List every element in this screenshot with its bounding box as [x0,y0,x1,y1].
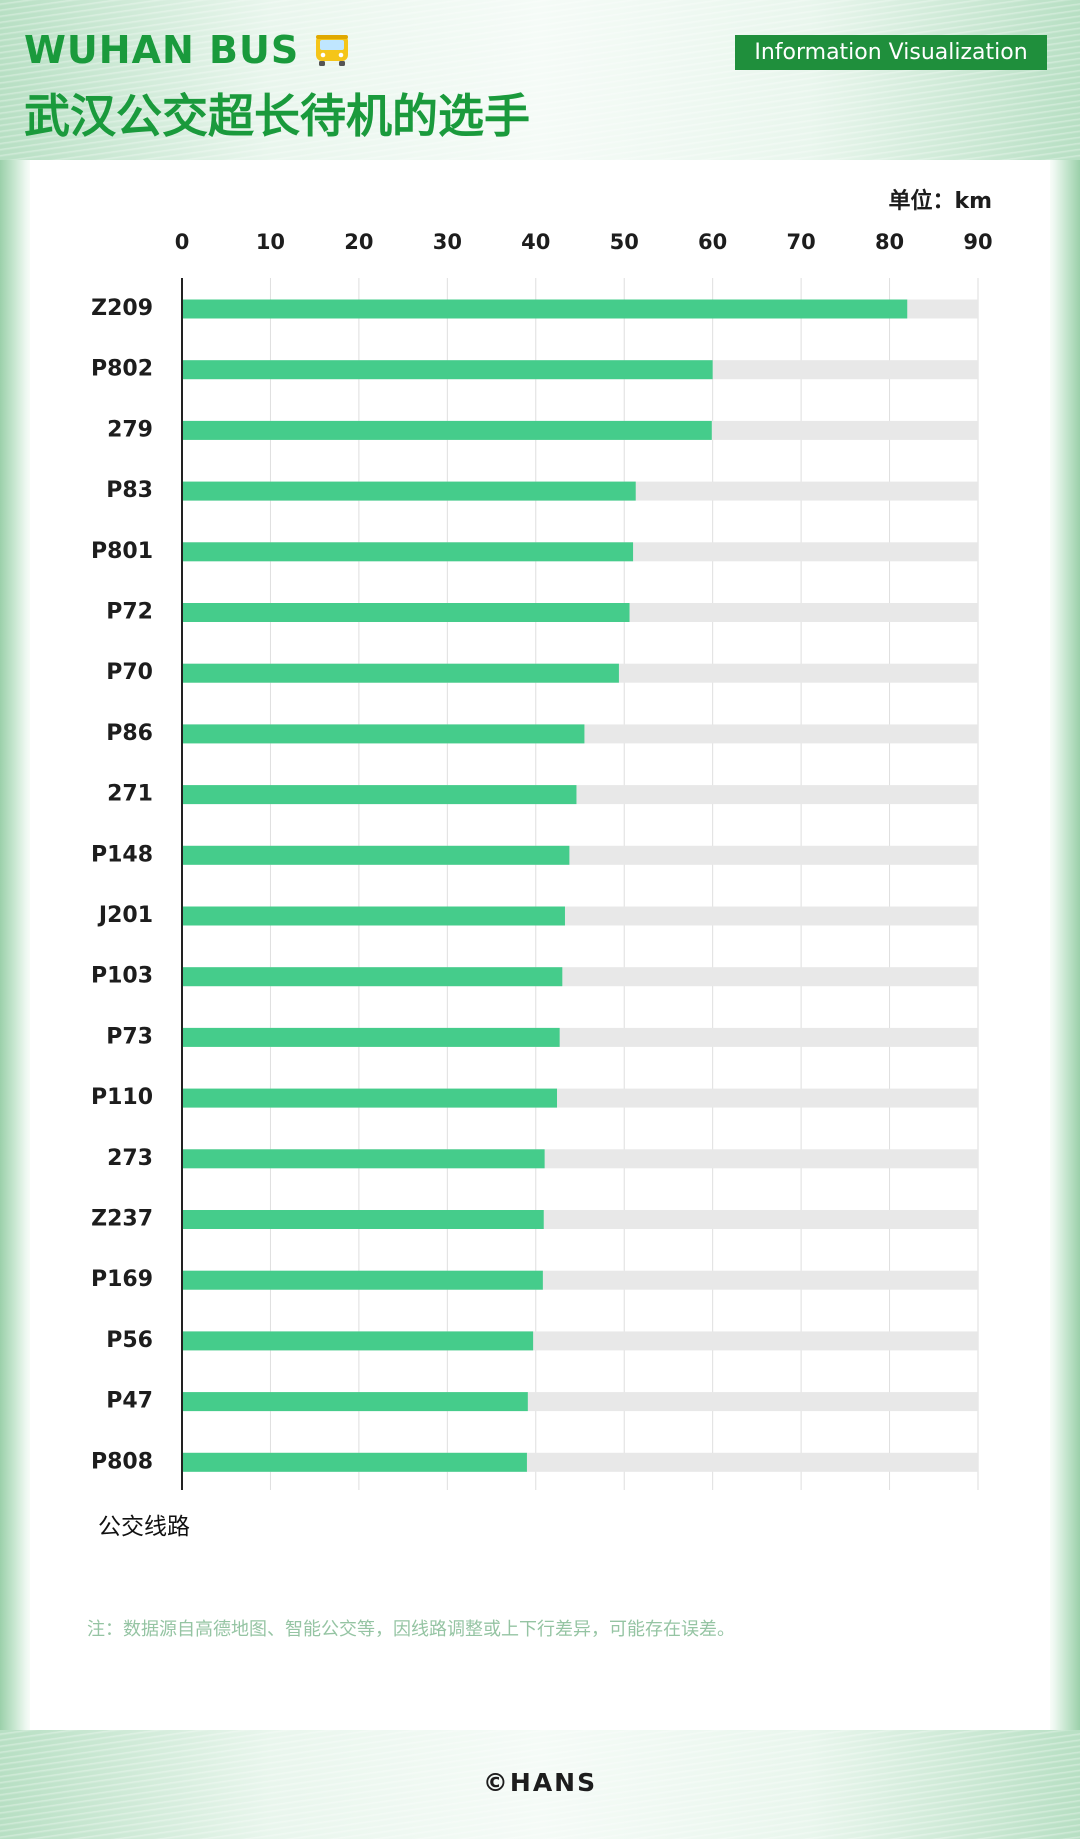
x-tick-label-80: 80 [875,230,904,254]
category-label-Z237: Z237 [91,1207,153,1232]
category-label-P808: P808 [91,1449,153,1474]
x-tick-label-20: 20 [344,230,373,254]
y-axis-label: 公交线路 [98,1514,190,1540]
category-label-P802: P802 [91,357,153,382]
category-label-271: 271 [107,782,153,807]
category-label-P103: P103 [91,964,153,989]
bar-P56 [182,1331,534,1351]
header-band [0,0,1080,160]
category-label-P86: P86 [106,721,153,746]
bar-P72 [182,603,630,622]
bar-P86 [182,724,585,744]
category-label-P110: P110 [91,1085,153,1110]
category-label-P73: P73 [106,1024,153,1049]
category-label-P47: P47 [106,1389,153,1414]
bar-P801 [182,542,634,562]
x-tick-label-30: 30 [433,230,462,254]
bar-273 [182,1149,545,1169]
category-label-J201: J201 [97,903,153,928]
brand-title: WUHAN BUS [24,28,351,72]
x-tick-label-0: 0 [175,230,190,254]
category-label-279: 279 [107,417,153,442]
category-label-P148: P148 [91,842,153,867]
bar-P148 [182,845,570,865]
bar-Z209 [182,299,908,319]
bar-P47 [182,1392,528,1412]
bus-icon [313,32,351,68]
data-note: 注：数据源自高德地图、智能公交等，因线路调整或上下行差异，可能存在误差。 [87,1619,735,1640]
category-label-273: 273 [107,1146,153,1171]
category-label-P169: P169 [91,1267,153,1292]
category-label-Z209: Z209 [91,296,153,321]
bar-271 [182,785,577,805]
bar-P70 [182,663,619,683]
bar-P103 [182,967,563,987]
category-label-P70: P70 [106,660,153,685]
x-tick-label-70: 70 [786,230,815,254]
x-tick-label-10: 10 [256,230,285,254]
category-tag: Information Visualization [735,35,1047,70]
unit-label: 单位：km [888,189,992,214]
x-tick-label-40: 40 [521,230,550,254]
bar-P808 [182,1452,527,1472]
x-tick-label-50: 50 [610,230,639,254]
bar-P802 [182,360,713,380]
category-label-P801: P801 [91,539,153,564]
bar-P169 [182,1270,543,1290]
bar-P83 [182,481,636,501]
bar-279 [182,420,712,440]
brand-text: WUHAN BUS [24,28,300,72]
footer-band [0,1730,1080,1839]
category-label-P72: P72 [106,600,153,625]
x-tick-label-90: 90 [963,230,992,254]
chart-title: 武汉公交超长待机的选手 [24,89,530,143]
bar-P73 [182,1027,560,1047]
copyright-footer: ©HANS [482,1768,598,1797]
bar-Z237 [182,1210,544,1229]
bar-P110 [182,1088,558,1108]
category-label-P83: P83 [106,478,153,503]
x-tick-label-60: 60 [698,230,727,254]
category-label-P56: P56 [106,1328,153,1353]
bar-J201 [182,906,565,926]
